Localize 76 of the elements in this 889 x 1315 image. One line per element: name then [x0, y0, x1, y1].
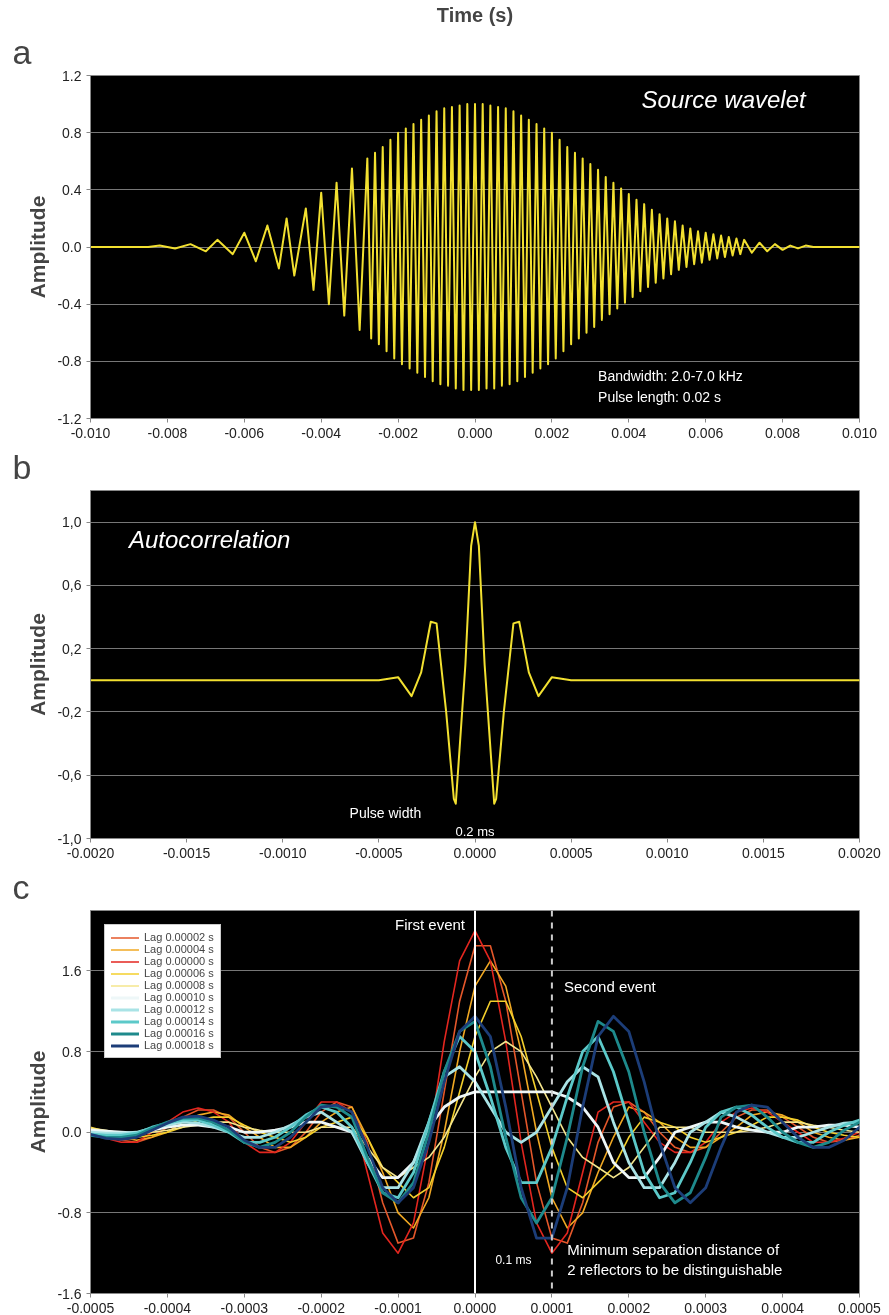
ref-line-label: First event [394, 916, 466, 934]
x-tick-label: 0.0003 [684, 1299, 728, 1315]
x-tick-label: -0.0002 [297, 1299, 346, 1315]
x-tick-label: -0.006 [224, 424, 265, 441]
x-tick-label: -0.0010 [259, 844, 307, 861]
y-tick-label: 0.8 [62, 1043, 82, 1060]
legend-label: Lag 0.00010 s [144, 991, 214, 1003]
x-tick-label: -0.002 [378, 424, 419, 441]
line-series [90, 521, 860, 805]
x-tick-label: 0.0005 [838, 1299, 882, 1315]
y-axis-title: Amplitude [26, 195, 50, 299]
chart-title: c [12, 867, 30, 906]
chart-title: b [12, 447, 32, 486]
y-tick-label: 0,6 [62, 577, 82, 594]
x-tick-label: 0.0001 [530, 1299, 574, 1315]
x-tick-label: 0.0000 [453, 844, 497, 861]
y-tick-label: -1.2 [57, 410, 82, 427]
y-axis-title: Amplitude [26, 613, 50, 716]
legend-label: Lag 0.00012 s [144, 1003, 214, 1015]
y-tick-label: 1,0 [62, 514, 82, 531]
x-tick-label: -0.0005 [66, 1299, 115, 1315]
annotation: Bandwidth: 2.0-7.0 kHz [598, 368, 743, 385]
x-tick-label: 0.0002 [607, 1299, 651, 1315]
y-tick-label: 0.0 [62, 1124, 82, 1141]
y-tick-label: -1.6 [57, 1285, 82, 1302]
x-axis-title: Time (s) [436, 3, 514, 26]
x-tick-label: -0.004 [301, 424, 342, 441]
x-tick-label: -0.0005 [355, 844, 403, 861]
chart-title: a [12, 32, 32, 71]
x-tick-label: 0.010 [841, 424, 878, 441]
annotation: Source wavelet [641, 86, 807, 114]
y-tick-label: -0.8 [57, 353, 82, 370]
legend-label: Lag 0.00004 s [144, 943, 214, 955]
legend-label: Lag 0.00002 s [144, 931, 214, 943]
annotation: 0.1 ms [495, 1252, 532, 1267]
x-tick-label: 0.0004 [761, 1299, 805, 1315]
y-tick-label: -0.8 [57, 1204, 82, 1221]
x-tick-label: -0.0004 [143, 1299, 192, 1315]
ref-line-label: Second event [563, 977, 657, 995]
x-tick-label: 0.0010 [645, 844, 689, 861]
x-tick-label: -0.0001 [374, 1299, 423, 1315]
legend-label: Lag 0.00016 s [144, 1027, 214, 1039]
x-tick-label: 0.0000 [453, 1299, 497, 1315]
x-tick-label: -0.008 [147, 424, 188, 441]
x-tick-label: -0.0015 [162, 844, 211, 861]
y-tick-label: -0.4 [57, 296, 82, 313]
y-tick-label: -0,6 [57, 767, 82, 784]
y-tick-label: 0.8 [62, 124, 82, 141]
x-tick-label: 0.008 [765, 424, 801, 441]
x-tick-label: 0.002 [534, 424, 570, 441]
x-tick-label: 0.0015 [741, 844, 785, 861]
x-tick-label: 0.000 [457, 424, 493, 441]
y-tick-label: 1.6 [62, 962, 82, 979]
annotation: Pulse width [349, 805, 422, 822]
x-tick-label: 0.0020 [838, 844, 882, 861]
x-tick-label: 0.006 [688, 424, 724, 441]
legend-label: Lag 0.00014 s [144, 1015, 214, 1027]
y-tick-label: -0,2 [57, 703, 82, 720]
annotation: Autocorrelation [126, 526, 291, 554]
legend-label: Lag 0.00000 s [144, 955, 214, 967]
y-tick-label: 0.0 [62, 239, 82, 255]
x-tick-label: -0.0003 [220, 1299, 269, 1315]
x-tick-label: 0.004 [611, 424, 647, 441]
x-tick-label: 0.0005 [549, 844, 593, 861]
y-axis-title: Amplitude [26, 1050, 50, 1154]
annotation: Pulse length: 0.02 s [598, 388, 722, 405]
y-tick-label: -1,0 [57, 830, 82, 847]
y-tick-label: 1.2 [62, 67, 82, 84]
legend-label: Lag 0.00018 s [144, 1039, 214, 1051]
annotation: 0.2 ms [455, 823, 496, 839]
legend-label: Lag 0.00006 s [144, 967, 214, 979]
annotation: Minimum separation distance of 2 reflectors to be distinguishable [567, 1240, 783, 1279]
y-tick-label: 0,2 [62, 640, 82, 657]
legend-label: Lag 0.00008 s [144, 979, 214, 991]
x-tick-label: -0.010 [70, 424, 111, 441]
y-tick-label: 0.4 [62, 181, 82, 198]
